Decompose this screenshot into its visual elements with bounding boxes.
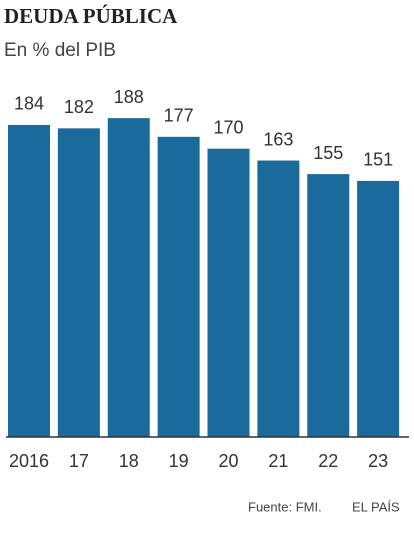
bar bbox=[307, 174, 350, 437]
x-tick-label: 23 bbox=[368, 451, 388, 471]
chart-subtitle: En % del PIB bbox=[4, 40, 116, 61]
x-tick-label: 20 bbox=[218, 451, 238, 471]
x-tick-label: 17 bbox=[69, 451, 89, 471]
value-label: 170 bbox=[213, 117, 243, 137]
bar bbox=[357, 180, 400, 438]
value-label: 188 bbox=[114, 87, 144, 107]
value-label: 151 bbox=[363, 150, 393, 170]
chart-title: DEUDA PÚBLICA bbox=[4, 4, 178, 28]
x-tick-label: 18 bbox=[119, 451, 139, 471]
bar bbox=[257, 160, 300, 437]
source: Fuente: FMI. bbox=[248, 499, 322, 514]
value-label: 184 bbox=[14, 94, 44, 114]
x-tick-label: 22 bbox=[318, 451, 338, 471]
bar bbox=[107, 118, 150, 437]
brand: EL PAÍS bbox=[352, 499, 400, 514]
bar bbox=[57, 128, 100, 437]
value-label: 177 bbox=[164, 106, 194, 126]
value-label: 182 bbox=[64, 97, 94, 117]
x-tick-label: 21 bbox=[268, 451, 288, 471]
bar bbox=[157, 136, 200, 438]
bar bbox=[8, 124, 50, 437]
x-tick-label: 2016 bbox=[9, 451, 49, 471]
x-tick-label: 19 bbox=[169, 451, 189, 471]
bar bbox=[207, 148, 250, 437]
value-label: 155 bbox=[313, 143, 343, 163]
value-label: 163 bbox=[263, 129, 293, 149]
